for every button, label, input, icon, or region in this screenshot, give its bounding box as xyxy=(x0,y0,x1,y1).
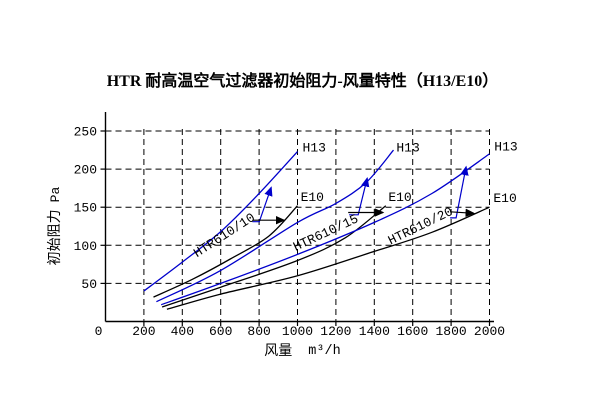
x-tick-label: 1600 xyxy=(397,324,428,339)
x-tick-label: 400 xyxy=(171,324,194,339)
curve-h13-610-10 xyxy=(143,151,298,292)
model-label-2: HTR610/20 xyxy=(386,204,456,248)
leader-arrow-4 xyxy=(450,165,469,219)
grade-label-e10-4: E10 xyxy=(388,190,411,205)
curve-e10-610-20 xyxy=(166,206,490,310)
x-tick-label: 600 xyxy=(209,324,232,339)
grade-label-h13-1: H13 xyxy=(396,141,419,156)
leader-arrow-2 xyxy=(349,177,370,216)
x-axis-title-text: 风量 xyxy=(264,344,293,359)
x-tick-label: 200 xyxy=(132,324,155,339)
x-tick-label: 0 xyxy=(95,324,103,339)
leader-arrow-5 xyxy=(450,208,476,217)
grade-label-e10-3: E10 xyxy=(301,190,324,205)
grade-label-h13-0: H13 xyxy=(303,141,326,156)
y-tick-label: 50 xyxy=(81,277,97,292)
grade-label-e10-5: E10 xyxy=(493,191,516,206)
curve-h13-610-20 xyxy=(160,153,490,306)
grade-label-h13-2: H13 xyxy=(494,140,517,155)
leader-arrow-0 xyxy=(252,186,273,223)
x-axis-title: 风量 m³/h xyxy=(0,343,605,360)
axis-layer: 50 100 150 200 250 0 200 400 600 800 1000 1200 1400 1… xyxy=(74,112,505,339)
x-tick-label: 2000 xyxy=(474,324,505,339)
x-tick-label: 1200 xyxy=(320,324,351,339)
x-tick-label: 1800 xyxy=(435,324,466,339)
curve-e10-610-10 xyxy=(153,205,298,298)
y-tick-label: 250 xyxy=(74,125,97,140)
x-tick-label: 1400 xyxy=(359,324,390,339)
x-axis-unit: m³/h xyxy=(308,344,341,359)
y-tick-label: 100 xyxy=(74,239,97,254)
y-tick-label: 200 xyxy=(74,163,97,178)
y-tick-label: 150 xyxy=(74,201,97,216)
chart-title: HTR 耐高温空气过滤器初始阻力-风量特性（H13/E10） xyxy=(106,73,499,90)
x-tick-label: 800 xyxy=(247,324,270,339)
x-tick-label: 1000 xyxy=(282,324,313,339)
